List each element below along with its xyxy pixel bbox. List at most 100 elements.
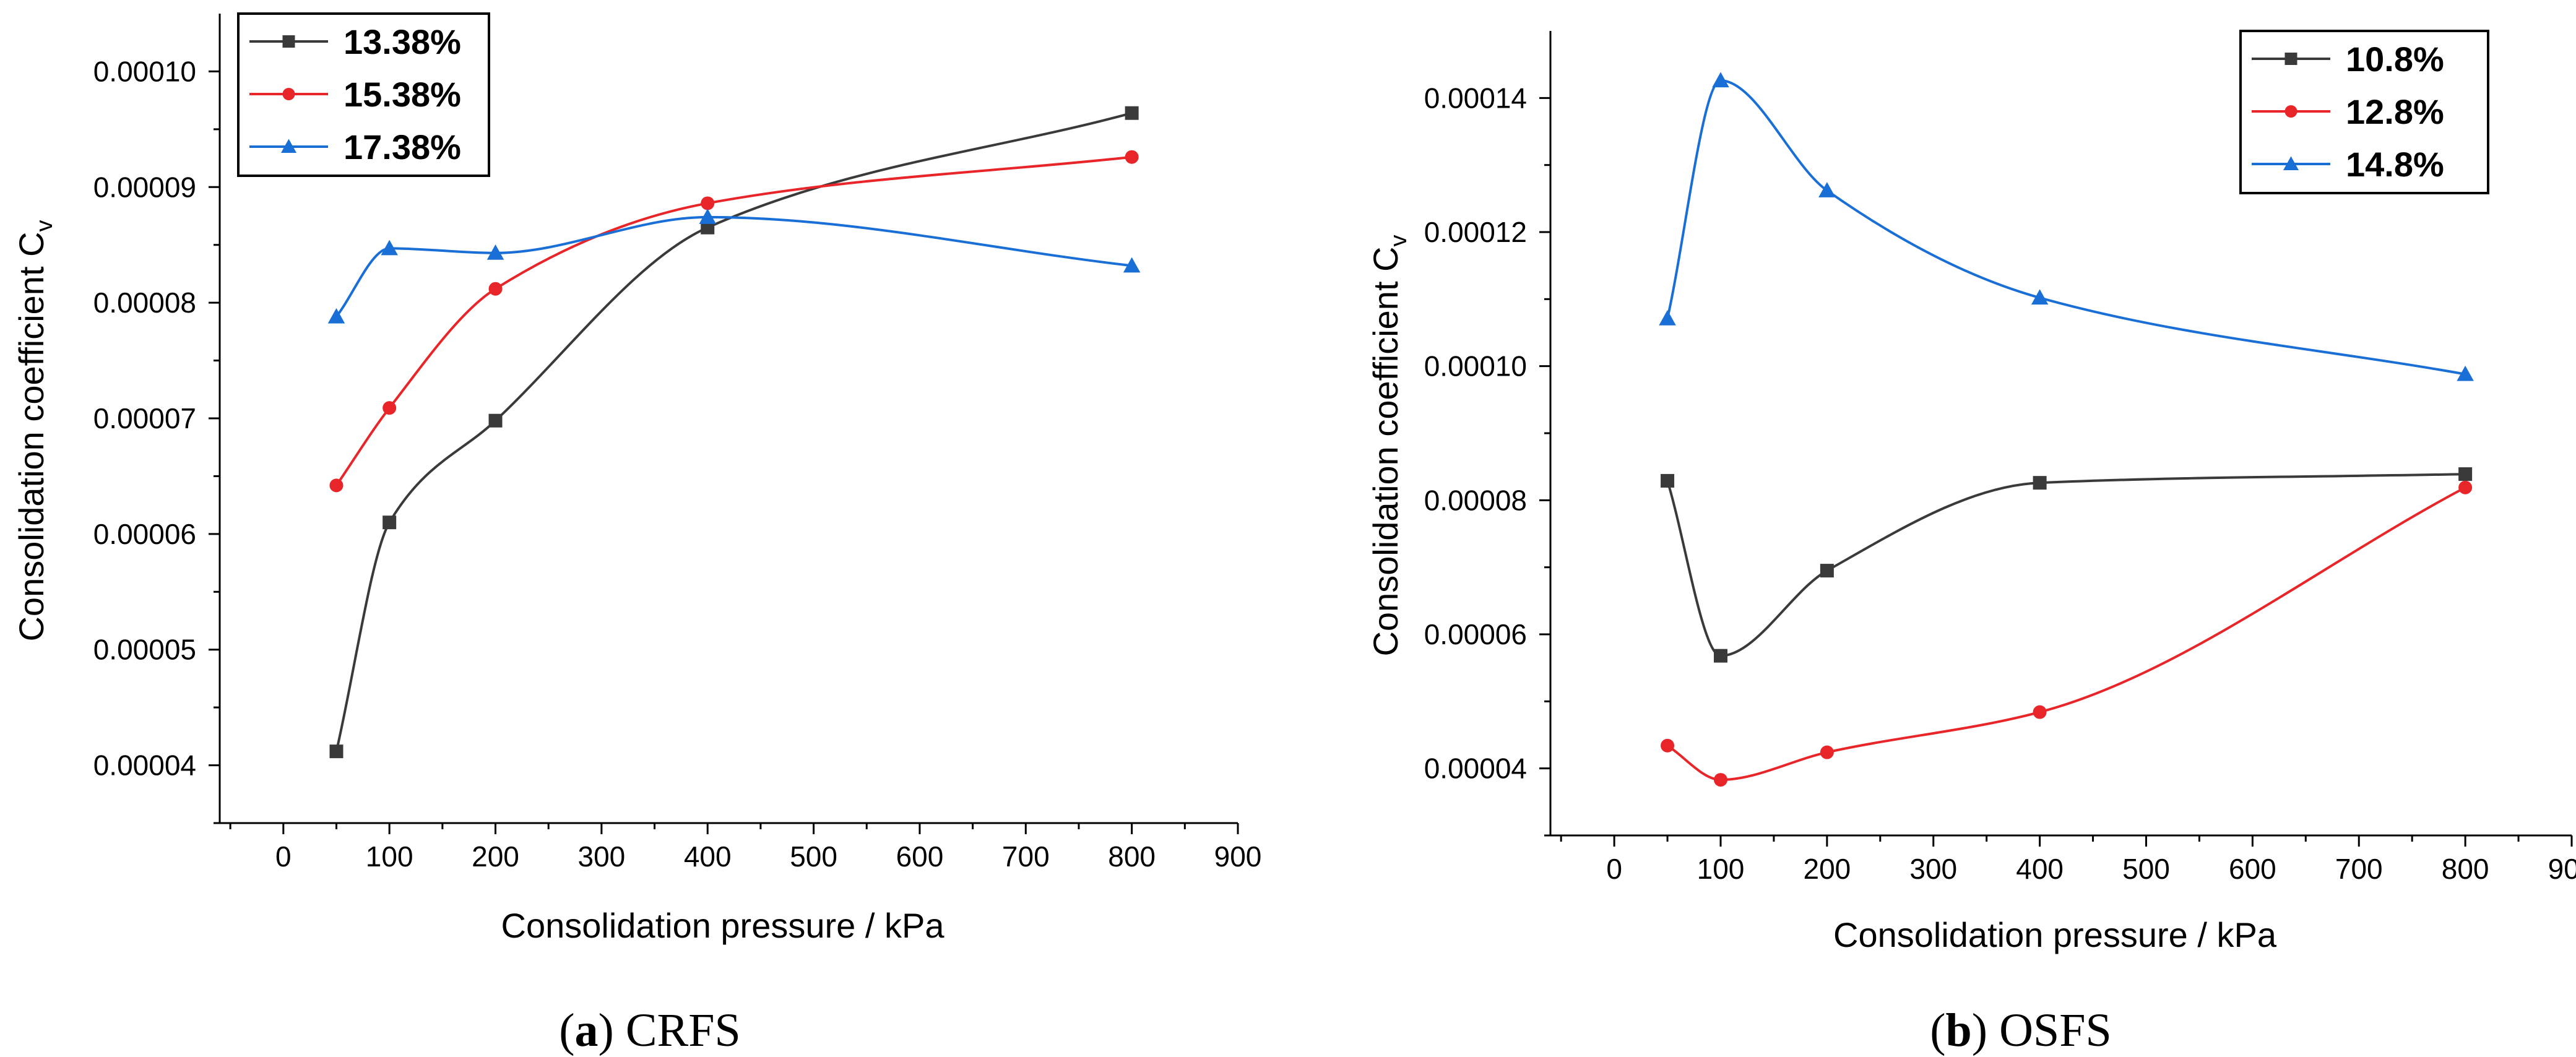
chart-panel-b: 0 100 200 300 400 500 600 700 800 900 0.00004 0.000…: [1366, 30, 2576, 1056]
data-point: [383, 516, 397, 530]
data-point: [1714, 649, 1727, 663]
x-tick-label: 400: [2016, 853, 2064, 885]
caption-text: OSFS: [1999, 1004, 2112, 1056]
legend-marker: [2284, 105, 2297, 118]
data-point: [1125, 106, 1139, 120]
legend-label: 10.8%: [2346, 40, 2444, 79]
x-tick-label: 100: [366, 840, 413, 873]
data-point: [2458, 480, 2473, 494]
data-point: [329, 744, 344, 759]
data-point: [2458, 467, 2473, 481]
data-point: [701, 220, 715, 235]
y-tick-label: 0.00010: [93, 55, 196, 87]
caption-paren: (: [1930, 1004, 1945, 1056]
data-point: [1125, 150, 1139, 164]
legend-label: 15.38%: [344, 75, 461, 114]
y-tick-label: 0.00004: [93, 749, 196, 782]
y-axis-title: Consolidation coefficient Cv: [1366, 235, 1412, 656]
x-tick-label: 500: [2122, 853, 2170, 885]
x-tick-label: 700: [2335, 853, 2383, 885]
legend-label: 13.38%: [344, 22, 461, 61]
legend: 13.38% 15.38% 17.38%: [237, 12, 490, 177]
series-13.38%: [329, 106, 1139, 759]
series-14.8%: [1659, 72, 2474, 381]
series-line: [1666, 473, 2466, 657]
caption-letter: a: [575, 1004, 599, 1056]
data-point: [699, 209, 716, 224]
series-line: [335, 155, 1132, 486]
data-point: [2457, 365, 2474, 381]
x-tick-label: 0: [275, 840, 292, 873]
x-tick-label: 900: [1214, 840, 1262, 873]
x-tick-label: 300: [578, 840, 626, 873]
y-axis-title: Consolidation coefficient Cv: [12, 220, 58, 641]
x-tick-label: 100: [1697, 853, 1745, 885]
x-axis-title: Consolidation pressure / kPa: [1833, 915, 2277, 954]
y-axis-title-subscript: v: [1386, 235, 1412, 246]
x-tick-label: 800: [2442, 853, 2489, 885]
x-tick-label: 300: [1909, 853, 1957, 885]
data-point: [381, 239, 398, 256]
legend-label: 12.8%: [2346, 92, 2444, 131]
panel-caption: (a) CRFS: [559, 1004, 741, 1056]
x-tick-label: 600: [2229, 853, 2276, 885]
data-point: [2031, 289, 2049, 305]
legend-marker: [2284, 53, 2297, 65]
y-tick-label: 0.00006: [1424, 618, 1527, 650]
series-15.38%: [329, 150, 1139, 493]
x-tick-label: 200: [472, 840, 519, 873]
data-point: [488, 282, 503, 296]
x-tick-label: 800: [1108, 840, 1156, 873]
y-tick-label: 0.00005: [93, 634, 196, 666]
data-point: [1714, 773, 1727, 787]
y-tick-label: 0.00007: [93, 402, 196, 434]
caption-text: CRFS: [626, 1004, 741, 1056]
legend-label: 14.8%: [2346, 145, 2444, 184]
y-tick-label: 0.00012: [1424, 216, 1527, 248]
series-line: [335, 215, 1132, 317]
data-point: [2033, 476, 2047, 490]
y-tick-label: 0.00009: [93, 171, 196, 203]
legend: 10.8% 12.8% 14.8%: [2239, 30, 2489, 194]
y-axis-title-subscript: v: [32, 220, 58, 231]
x-tick-label: 700: [1002, 840, 1050, 873]
x-tick-label: 400: [684, 840, 732, 873]
caption-paren: (: [559, 1004, 574, 1056]
y-tick-label: 0.00006: [93, 518, 196, 550]
x-tick-label: 0: [1606, 853, 1622, 885]
x-tick-label: 200: [1804, 853, 1851, 885]
data-point: [1123, 257, 1141, 273]
series-line: [1666, 79, 2466, 376]
legend-marker: [282, 35, 295, 48]
y-axis-title-main: Consolidation coefficient C: [12, 231, 51, 641]
data-point: [1820, 564, 1834, 578]
legend-marker: [2283, 156, 2299, 170]
data-point: [701, 196, 715, 210]
y-tick-label: 0.00014: [1424, 82, 1527, 114]
caption-paren: ): [1972, 1004, 1999, 1056]
data-point: [488, 413, 503, 428]
data-point: [329, 478, 344, 493]
series-line: [1666, 486, 2466, 782]
x-tick-label: 500: [790, 840, 837, 873]
series-17.38%: [327, 209, 1141, 324]
x-axis-title: Consolidation pressure / kPa: [501, 906, 945, 945]
data-point: [1712, 72, 1729, 88]
y-axis-title-main: Consolidation coefficient C: [1366, 246, 1405, 656]
legend-marker: [281, 139, 296, 153]
y-tick-label: 0.00008: [93, 287, 196, 319]
series-10.8%: [1661, 467, 2473, 663]
y-tick-label: 0.00010: [1424, 350, 1527, 382]
data-point: [486, 244, 504, 260]
y-tick-label: 0.00008: [1424, 484, 1527, 516]
caption-letter: b: [1946, 1004, 1972, 1056]
x-tick-label: 600: [896, 840, 944, 873]
data-point: [383, 401, 397, 415]
series-12.8%: [1661, 480, 2473, 787]
y-tick-label: 0.00004: [1424, 753, 1527, 785]
data-point: [1820, 745, 1834, 759]
data-point: [2033, 705, 2047, 719]
series-line: [335, 111, 1133, 752]
data-point: [1661, 473, 1675, 488]
